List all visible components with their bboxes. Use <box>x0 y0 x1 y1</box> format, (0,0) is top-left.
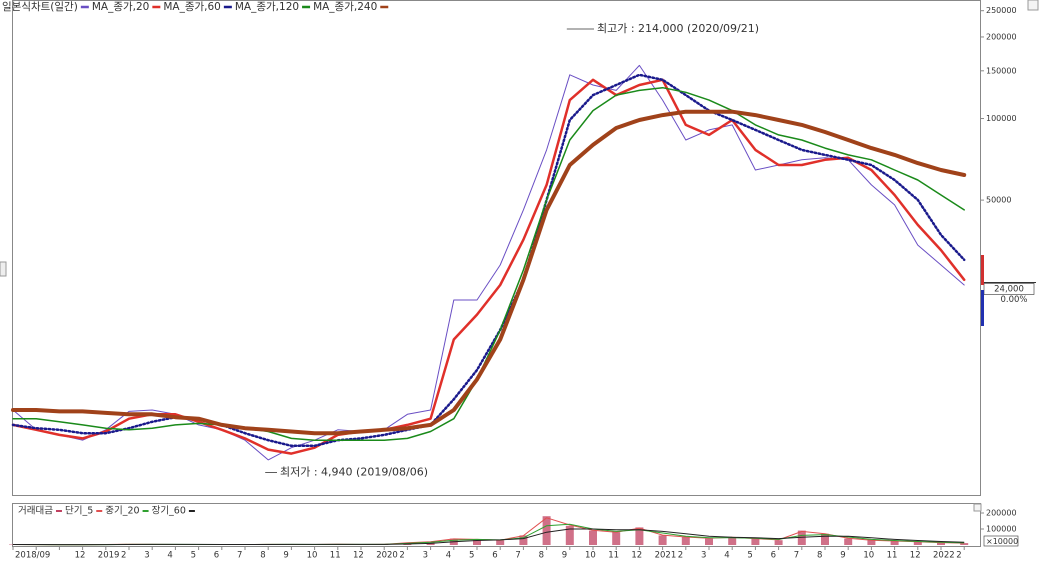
volume-bar <box>519 535 528 545</box>
x-tick-label: 7 <box>515 551 520 561</box>
x-tick-label: 2018/09 <box>15 551 50 561</box>
price-range-bar <box>981 255 984 285</box>
volume-bar <box>844 538 853 545</box>
x-tick-label: 10 <box>307 551 318 561</box>
volume-bar <box>473 539 481 545</box>
x-tick-label: 5 <box>191 551 196 561</box>
x-tick-label: 12 <box>75 551 86 561</box>
x-tick-label: 3 <box>423 551 428 561</box>
x-tick-label: 3 <box>701 551 706 561</box>
x-tick-label: 10 <box>585 551 596 561</box>
x-tick-label: 5 <box>469 551 474 561</box>
x-tick-label: 2 <box>956 551 961 561</box>
x-tick-label: 12 <box>910 551 921 561</box>
x-tick-label: 7 <box>237 551 242 561</box>
x-tick-label: 9 <box>562 551 567 561</box>
volume-bar <box>542 516 551 545</box>
volume-title: 거래대금 <box>18 506 53 517</box>
x-tick-label: 12 <box>353 551 364 561</box>
volume-bar <box>774 540 783 545</box>
x-tick-label: 11 <box>608 551 619 561</box>
price-panel <box>12 0 981 496</box>
volume-bar <box>913 541 922 545</box>
volume-bar <box>960 543 969 545</box>
y-tick-label: 250000 <box>986 6 1017 15</box>
x-tick-label: 9 <box>283 551 288 561</box>
legend-label: MA_종가,60 <box>163 1 221 13</box>
x-tick-label: 9 <box>840 551 845 561</box>
last-price-box <box>983 283 1035 295</box>
series-line <box>11 109 967 436</box>
last-price: 24,000 <box>994 284 1024 294</box>
volume-bar <box>728 537 737 545</box>
y-tick-label: 200000 <box>986 32 1017 41</box>
volume-bar <box>565 525 574 545</box>
x-tick-label: 8 <box>539 551 544 561</box>
series-line <box>12 86 965 441</box>
x-tick-label: 4 <box>167 551 172 561</box>
volume-bar <box>612 532 621 545</box>
panel-button[interactable] <box>973 503 982 512</box>
y-tick-label: 200000 <box>986 509 1017 518</box>
series-line <box>11 78 966 455</box>
x-tick-label: 6 <box>771 551 776 561</box>
unit-box <box>983 535 1019 547</box>
volume-bar <box>867 540 876 545</box>
x-tick-label: 2 <box>678 551 683 561</box>
volume-bar <box>658 535 667 545</box>
volume-bar <box>751 538 760 545</box>
volume-bar <box>635 527 644 545</box>
x-tick-label: 2 <box>121 551 126 561</box>
y-tick-label: 50000 <box>986 196 1011 205</box>
x-tick-label: 8 <box>260 551 265 561</box>
x-tick-label: 11 <box>330 551 341 561</box>
x-tick-label: 11 <box>887 551 898 561</box>
side-handle <box>0 261 7 277</box>
price-range-bar <box>981 290 984 326</box>
volume-bar <box>821 533 829 545</box>
x-tick-label: 6 <box>214 551 219 561</box>
annotation: 최고가 : 214,000 (2020/09/21) <box>597 22 759 35</box>
volume-bar <box>937 542 945 545</box>
volume-bar <box>705 538 713 545</box>
x-tick-label: 3 <box>144 551 149 561</box>
legend-label: 단기_5 <box>65 506 93 517</box>
x-tick-label: 8 <box>817 551 822 561</box>
volume-ma-line <box>13 528 965 546</box>
x-tick-label: 4 <box>724 551 729 561</box>
legend-label: MA_종가,120 <box>235 1 299 13</box>
x-tick-label: 2 <box>399 551 404 561</box>
x-tick-label: 2019 <box>98 551 120 561</box>
volume-bar <box>589 530 597 545</box>
x-tick-label: 7 <box>794 551 799 561</box>
unit-label: ×10000 <box>986 537 1018 546</box>
volume-bar <box>890 541 899 545</box>
x-tick-label: 2020 <box>376 551 398 561</box>
legend-label: MA_종가,240 <box>313 1 377 13</box>
x-tick-label: 6 <box>492 551 497 561</box>
y-tick-label: 150000 <box>986 66 1017 75</box>
x-tick-label: 5 <box>747 551 752 561</box>
legend-label: MA_종가,20 <box>92 1 150 13</box>
legend-label: 장기_60 <box>152 506 186 517</box>
legend-label: 일본식차트(일간) <box>2 0 78 13</box>
x-tick-label: 10 <box>863 551 874 561</box>
x-tick-label: 2022 <box>933 551 955 561</box>
legend-label: 중기_20 <box>105 506 139 517</box>
volume-bar <box>681 537 690 545</box>
y-tick-label: 100000 <box>986 114 1017 123</box>
x-tick-label: 2021 <box>655 551 677 561</box>
price-change: 0.00% <box>1000 295 1027 305</box>
volume-bar <box>496 540 505 545</box>
annotation: 최저가 : 4,940 (2019/08/06) <box>280 465 428 478</box>
y-tick-label: 100000 <box>986 525 1017 534</box>
x-tick-label: 12 <box>631 551 642 561</box>
x-tick-label: 4 <box>446 551 451 561</box>
panel-button[interactable] <box>1027 0 1039 11</box>
